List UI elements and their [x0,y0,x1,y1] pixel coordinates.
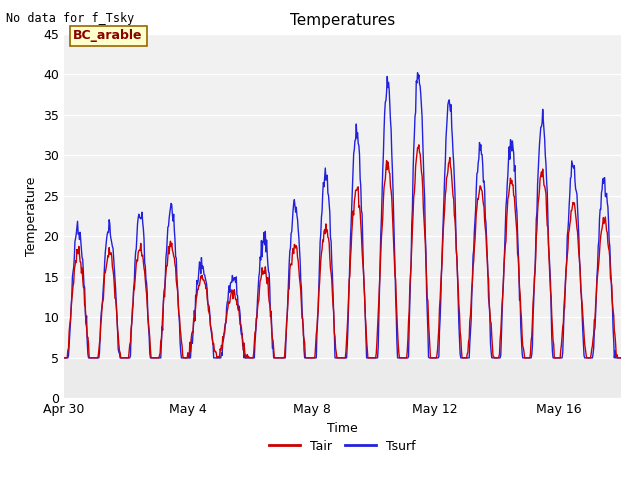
Bar [64,34,621,115]
Text: BC_arable: BC_arable [73,29,143,42]
Bar [64,277,621,358]
X-axis label: Time: Time [327,422,358,435]
Y-axis label: Temperature: Temperature [25,176,38,256]
Text: No data for f_Tsky: No data for f_Tsky [6,12,134,25]
Legend: Tair, Tsurf: Tair, Tsurf [264,435,420,458]
Bar [64,196,621,277]
Title: Temperatures: Temperatures [290,13,395,28]
Bar [64,115,621,196]
